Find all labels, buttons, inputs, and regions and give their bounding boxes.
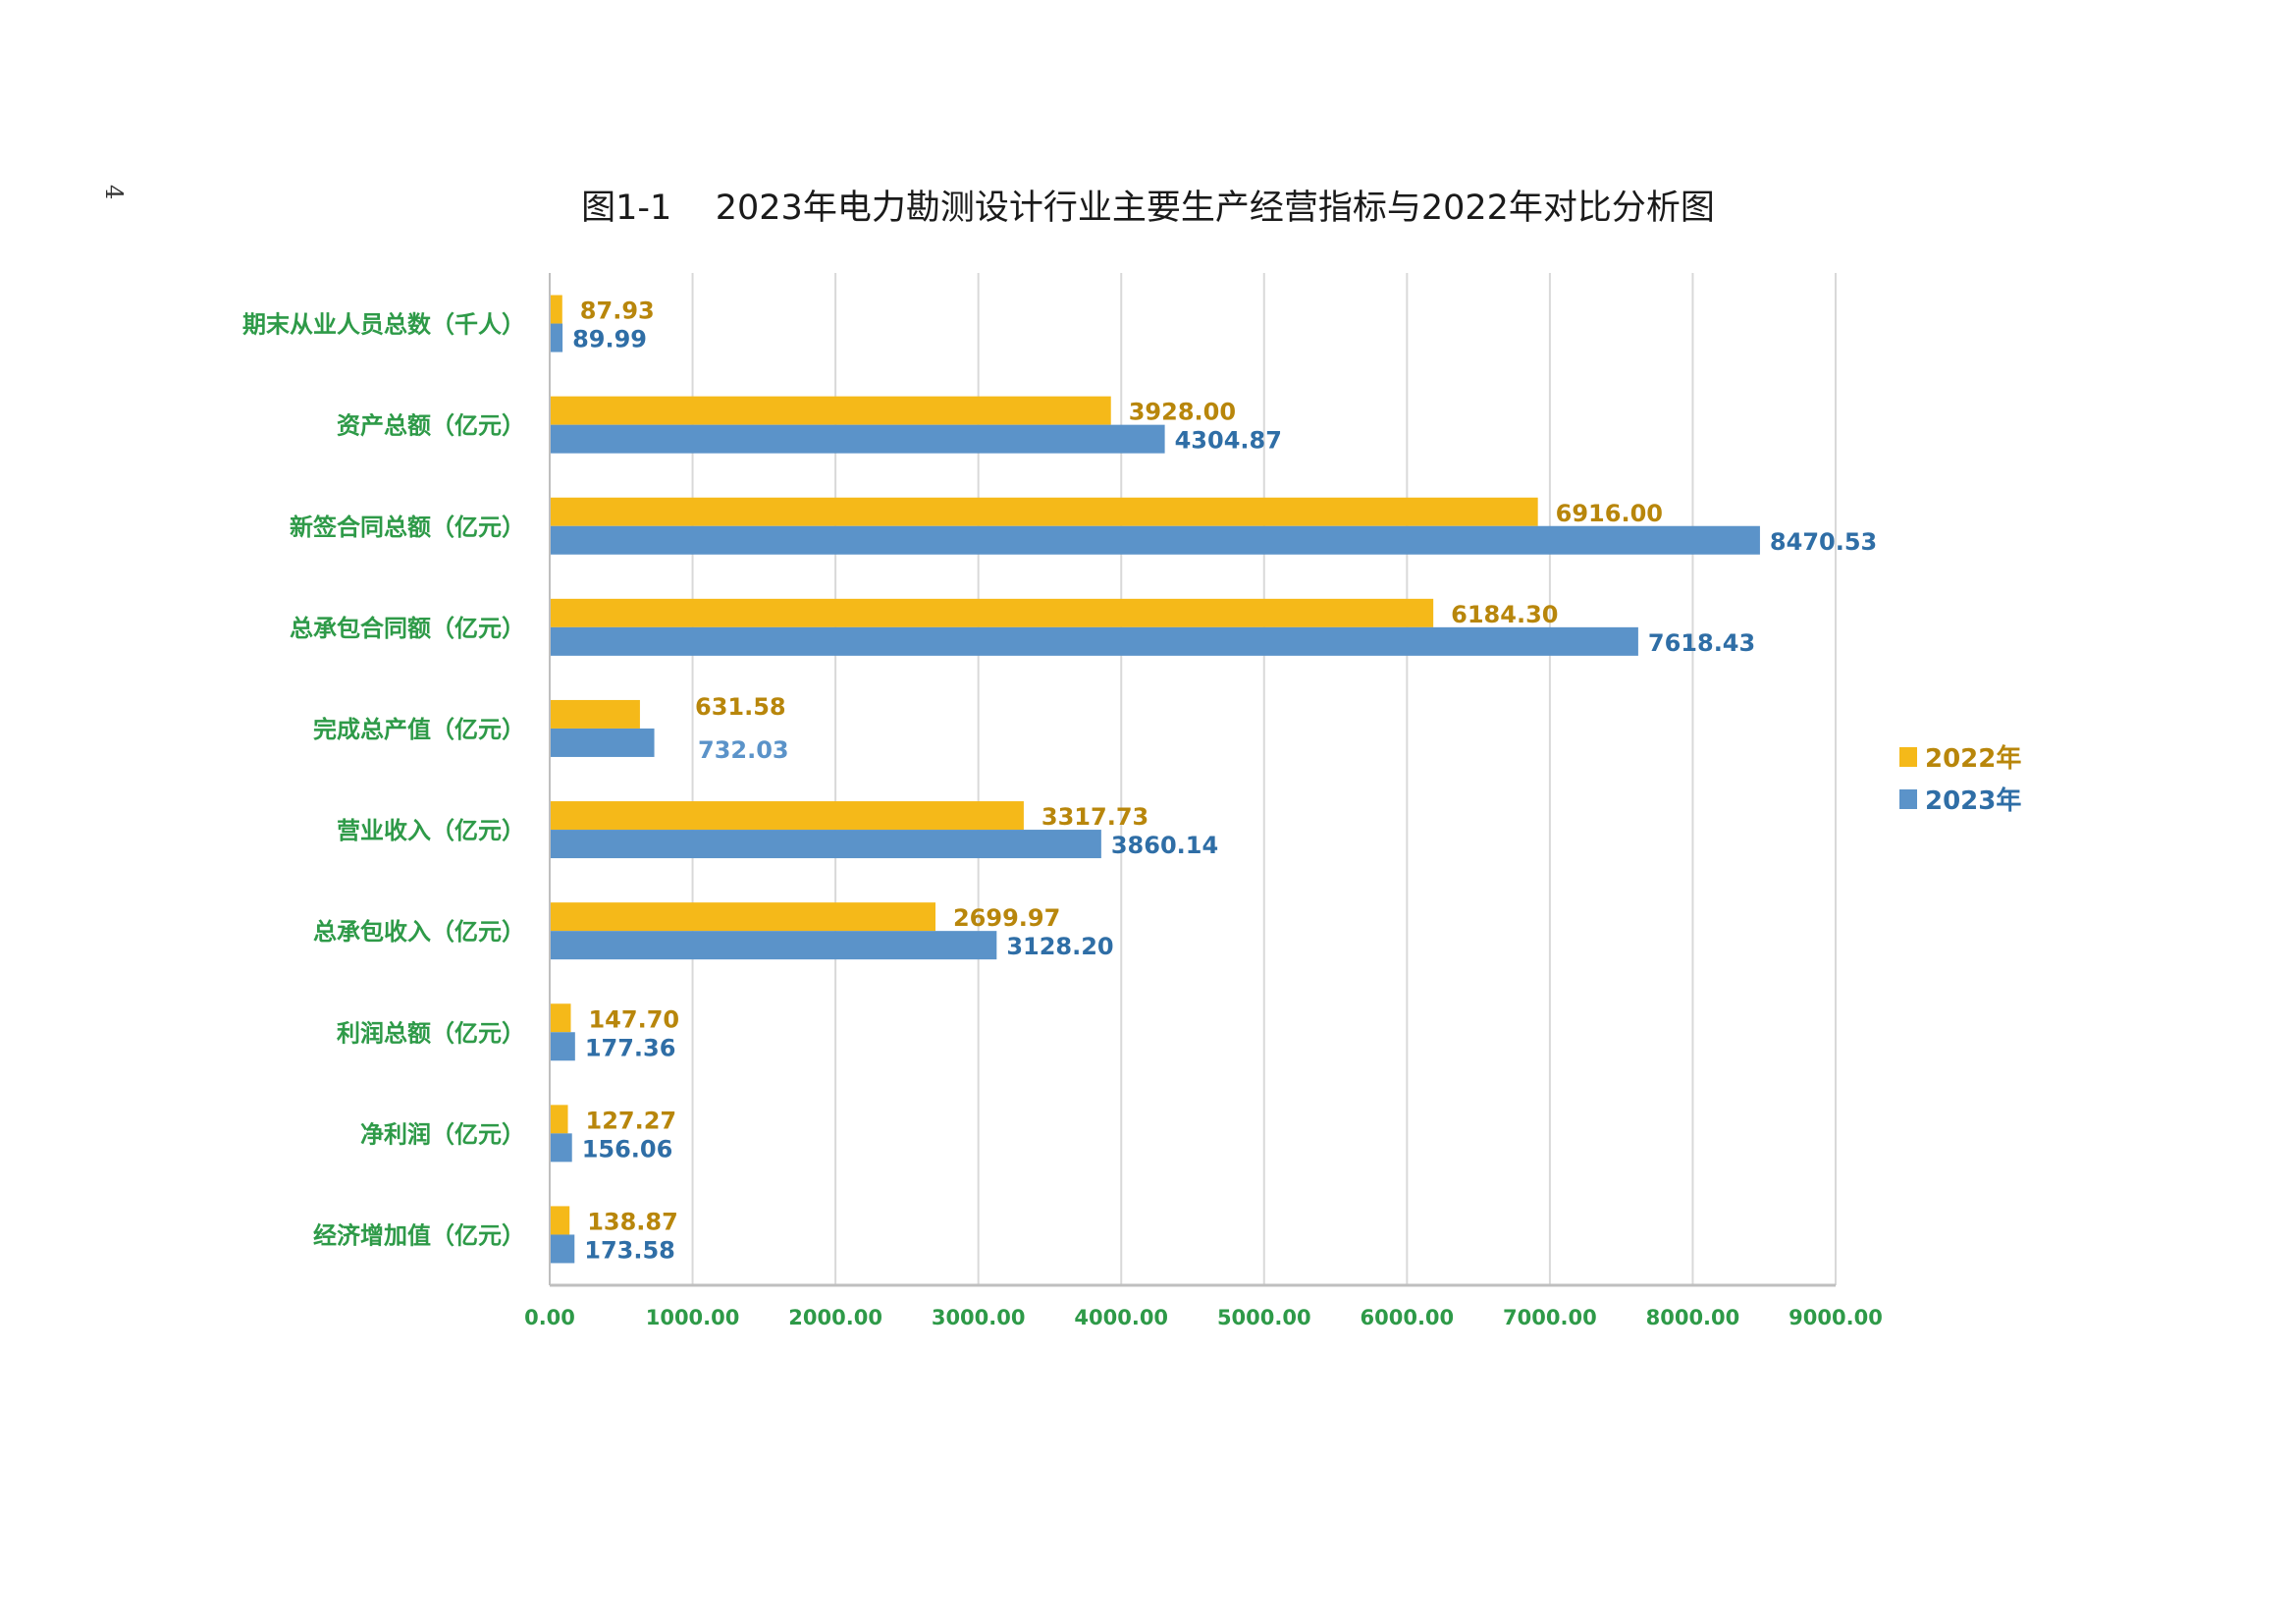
category-label: 总承包合同额（亿元） xyxy=(290,615,525,642)
x-axis-tick-labels: 0.00 1000.00 2000.00 3000.00 4000.00 5000.00 6… xyxy=(524,1306,1883,1329)
value-label-2023: 173.58 xyxy=(584,1236,675,1264)
value-label-2023: 177.36 xyxy=(585,1034,676,1061)
value-label-2022: 6916.00 xyxy=(1556,500,1663,527)
value-label-2023: 3860.14 xyxy=(1111,832,1218,859)
chart-title: 图1-1 2023年电力勘测设计行业主要生产经营指标与2022年对比分析图 xyxy=(581,189,1715,228)
category-label: 新签合同总额（亿元） xyxy=(290,514,525,541)
bar-2022 xyxy=(550,497,1538,526)
bar-2022 xyxy=(550,1105,568,1134)
bar-2022 xyxy=(550,801,1024,831)
legend-label-2023: 2023年 xyxy=(1925,785,2021,816)
category-label: 营业收入（亿元） xyxy=(337,817,525,844)
value-label-2022: 631.58 xyxy=(695,693,786,721)
x-tick-label: 9000.00 xyxy=(1789,1306,1883,1329)
category-label: 完成总产值（亿元） xyxy=(313,716,525,743)
value-label-2023: 7618.43 xyxy=(1648,629,1755,657)
x-tick-label: 3000.00 xyxy=(932,1306,1026,1329)
bar-2023 xyxy=(550,931,997,960)
category-label: 期末从业人员总数（千人） xyxy=(242,311,525,339)
value-label-2023: 156.06 xyxy=(582,1135,673,1163)
value-label-2022: 147.70 xyxy=(588,1005,679,1033)
legend-label-2022: 2022年 xyxy=(1925,743,2021,774)
bar-2023 xyxy=(550,728,655,757)
x-tick-label: 5000.00 xyxy=(1217,1306,1311,1329)
category-label: 总承包收入（亿元） xyxy=(313,918,525,946)
bar-2022 xyxy=(550,902,935,932)
bar-2022 xyxy=(550,1206,570,1235)
bar-2023 xyxy=(550,323,563,352)
bar-2023 xyxy=(550,424,1165,454)
bar-2022 xyxy=(550,396,1111,425)
x-tick-label: 4000.00 xyxy=(1074,1306,1168,1329)
x-tick-label: 6000.00 xyxy=(1361,1306,1455,1329)
category-label: 经济增加值（亿元） xyxy=(313,1221,525,1249)
value-label-2022: 6184.30 xyxy=(1451,601,1558,628)
legend-swatch-2023 xyxy=(1899,789,1917,809)
bar-2022 xyxy=(550,295,562,324)
legend-swatch-2022 xyxy=(1899,747,1917,767)
axes xyxy=(549,273,1836,1287)
bar-2022 xyxy=(550,598,1434,627)
x-tick-label: 8000.00 xyxy=(1646,1306,1740,1329)
category-labels: 期末从业人员总数（千人） 资产总额（亿元） 新签合同总额（亿元） 总承包合同额（亿元）… xyxy=(242,311,525,1250)
x-tick-label: 7000.00 xyxy=(1503,1306,1597,1329)
bar-2023 xyxy=(550,626,1638,656)
grid-lines xyxy=(691,273,1837,1285)
bar-2022 xyxy=(550,699,640,729)
value-label-2023: 3128.20 xyxy=(1006,933,1113,960)
value-label-2022: 87.93 xyxy=(580,298,655,325)
value-label-2022: 138.87 xyxy=(587,1208,678,1235)
bar-2023 xyxy=(550,1133,572,1163)
value-label-2023: 732.03 xyxy=(698,736,789,764)
category-label: 资产总额（亿元） xyxy=(337,412,525,440)
category-label: 利润总额（亿元） xyxy=(337,1019,525,1047)
category-label: 净利润（亿元） xyxy=(360,1120,525,1148)
x-tick-label: 0.00 xyxy=(524,1306,575,1329)
bars xyxy=(550,295,1760,1264)
bar-2023 xyxy=(550,1032,575,1061)
value-label-2022: 127.27 xyxy=(586,1107,677,1134)
bar-2022 xyxy=(550,1003,571,1033)
value-label-2023: 4304.87 xyxy=(1175,427,1282,455)
bar-2023 xyxy=(550,1234,575,1264)
x-tick-label: 2000.00 xyxy=(788,1306,882,1329)
bar-2023 xyxy=(550,830,1101,859)
x-tick-label: 1000.00 xyxy=(646,1306,740,1329)
value-label-2023: 89.99 xyxy=(572,326,647,353)
value-label-2022: 3928.00 xyxy=(1129,399,1236,426)
legend: 2022年 2023年 xyxy=(1899,743,2021,816)
value-label-2023: 8470.53 xyxy=(1770,528,1877,556)
bar-2023 xyxy=(550,525,1760,555)
value-label-2022: 2699.97 xyxy=(953,904,1060,932)
value-label-2022: 3317.73 xyxy=(1041,803,1148,831)
